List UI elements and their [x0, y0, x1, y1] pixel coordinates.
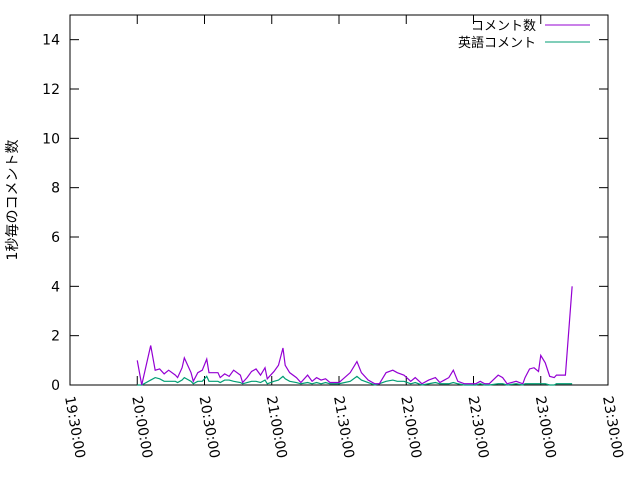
y-tick-label: 12 [42, 82, 60, 98]
legend-label-0: コメント数 [471, 19, 536, 34]
x-tick-label: 23:30:00 [599, 395, 626, 460]
y-tick-label: 10 [42, 131, 60, 147]
x-tick-label: 19:30:00 [61, 395, 88, 460]
plot-frame [69, 14, 609, 386]
x-tick-label: 20:00:00 [128, 395, 155, 460]
y-tick-label: 4 [51, 279, 60, 295]
y-tick-label: 8 [51, 181, 60, 197]
x-tick-label: 22:30:00 [465, 395, 492, 460]
legend: コメント数 英語コメント [458, 19, 590, 51]
x-tick-label: 20:30:00 [196, 395, 223, 460]
x-tick-label: 21:30:00 [330, 395, 357, 460]
series-line-0 [136, 286, 573, 386]
x-tick-label: 23:00:00 [532, 395, 559, 460]
y-tick-label: 0 [51, 378, 60, 394]
y-tick-label: 6 [51, 230, 60, 246]
y-tick-label: 14 [42, 33, 60, 49]
legend-label-1: 英語コメント [458, 35, 536, 51]
series-line-1 [137, 375, 573, 386]
y-axis-label: 1秒毎のコメント数 [5, 140, 21, 261]
x-tick-label: 22:00:00 [397, 395, 424, 460]
y-tick-label: 2 [51, 329, 60, 345]
x-tick-label: 21:00:00 [263, 395, 290, 460]
